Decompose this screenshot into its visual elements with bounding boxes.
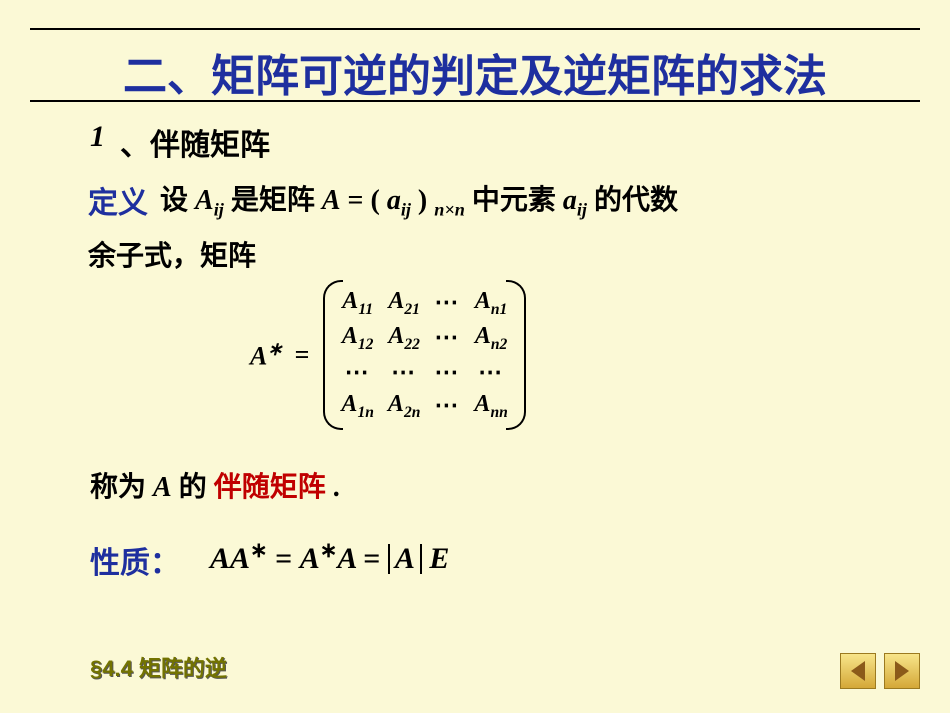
definition-line1: 设 Aij 是矩阵 A = ( aij ) n×n 中元素 aij 的代数	[160, 178, 678, 221]
concl-pre: 称为	[90, 472, 153, 503]
matrix-cell: A11	[341, 288, 374, 319]
triangle-right-icon	[895, 661, 909, 681]
matrix-cell: ⋯	[434, 391, 460, 422]
matrix-cell: A21	[388, 288, 421, 319]
def-A: A	[322, 185, 341, 216]
matrix-cell: Ann	[474, 391, 507, 422]
concl-A: A	[153, 472, 172, 503]
property-equation: AA∗ = A∗A = A E	[210, 538, 449, 576]
matrix-left-bracket	[317, 280, 331, 430]
definition-label: 定义	[88, 178, 148, 222]
matrix-cell: An2	[474, 323, 507, 354]
def-aij2: aij	[563, 185, 587, 216]
matrix-grid: A11 A21 ⋯ An1 A12 A22 ⋯ An2 ⋯ ⋯ ⋯ ⋯ A1n A2n ⋯ Ann	[331, 282, 517, 427]
title-bottom-rule	[30, 100, 920, 102]
matrix-cell: ⋯	[434, 288, 460, 319]
matrix-cell: A2n	[388, 391, 421, 422]
def-mid1: 是矩阵	[231, 185, 322, 216]
matrix-cell: ⋯	[434, 323, 460, 354]
prop-eq1: =	[275, 542, 300, 575]
nav-buttons	[840, 653, 920, 689]
matrix-cell: ⋯	[434, 358, 460, 387]
prop-eq2: =	[363, 542, 388, 575]
def-lparen: (	[370, 185, 379, 216]
def-prefix: 设	[160, 185, 195, 216]
matrix-cell: ⋯	[341, 358, 374, 387]
slide-title: 二、矩阵可逆的判定及逆矩阵的求法	[30, 40, 920, 104]
prop-AAstar: AA∗	[210, 542, 268, 575]
prop-AstarA: A∗A	[300, 542, 356, 575]
concl-adjugate: 伴随矩阵	[214, 472, 326, 503]
definition-line2: 余子式，矩阵	[88, 234, 256, 274]
triangle-left-icon	[851, 661, 865, 681]
matrix-cell: An1	[474, 288, 507, 319]
def-mid2: 中元素	[472, 185, 563, 216]
matrix-eq-sign: =	[295, 340, 310, 370]
prop-detA: A	[388, 544, 422, 574]
matrix-cell: A12	[341, 323, 374, 354]
matrix-lhs: A∗	[250, 339, 283, 372]
concl-mid: 的	[179, 472, 207, 503]
def-eq: =	[348, 185, 371, 216]
next-button[interactable]	[884, 653, 920, 689]
prop-E: E	[429, 542, 449, 575]
section-number: 1	[90, 120, 105, 154]
matrix-cell: ⋯	[388, 358, 421, 387]
matrix-cell: ⋯	[474, 358, 507, 387]
def-rparen: )	[418, 185, 427, 216]
matrix-right-bracket	[518, 280, 532, 430]
concl-dot: .	[333, 472, 340, 503]
def-tail: 的代数	[594, 185, 678, 216]
section-label: 、伴随矩阵	[120, 120, 270, 164]
title-top-rule	[30, 28, 920, 30]
footer-text: §4.4 矩阵的逆	[90, 651, 227, 683]
property-label: 性质：	[90, 538, 180, 582]
matrix-cell: A1n	[341, 391, 374, 422]
def-aij: aij	[387, 185, 411, 216]
adjugate-matrix-eq: A∗ = A11 A21 ⋯ An1 A12 A22 ⋯ An2 ⋯ ⋯ ⋯ ⋯ A1n A2n ⋯ Ann	[250, 280, 532, 430]
conclusion-line: 称为 A 的 伴随矩阵 .	[90, 465, 340, 505]
matrix-cell: A22	[388, 323, 421, 354]
def-size: n×n	[434, 200, 465, 220]
def-Aij: Aij	[195, 185, 224, 216]
prev-button[interactable]	[840, 653, 876, 689]
